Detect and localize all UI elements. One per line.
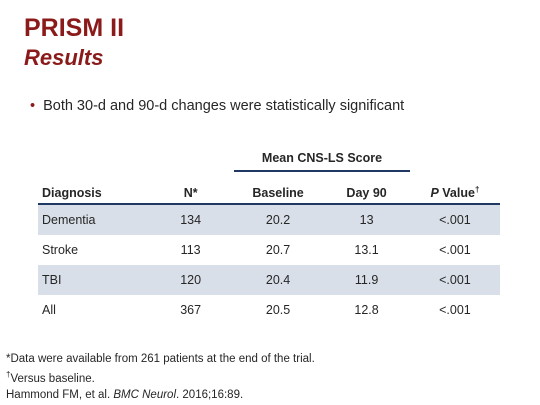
header-diagnosis: Diagnosis xyxy=(38,176,149,205)
header-p-value: P Value† xyxy=(409,176,500,205)
bullet-icon: • xyxy=(30,98,36,114)
footnote-data-availability: *Data were available from 261 patients a… xyxy=(6,353,315,365)
cell-n: 113 xyxy=(180,243,201,257)
header-p-mark: † xyxy=(474,184,480,194)
cell-diagnosis: Stroke xyxy=(42,243,79,257)
footnote-versus-baseline: †Versus baseline. xyxy=(6,367,315,387)
cell-p-value: <.001 xyxy=(409,265,500,295)
slide-title: PRISM II xyxy=(24,14,125,42)
header-day90: Day 90 xyxy=(323,176,410,205)
header-p-letter: P xyxy=(430,186,439,200)
bullet-text: Both 30-d and 90-d changes were statisti… xyxy=(43,98,405,114)
citation-year: . 2016;16:89. xyxy=(176,388,244,401)
header-p-rest: Value xyxy=(438,186,475,200)
cell-diagnosis: All xyxy=(42,303,56,317)
table-row: TBI 120 20.4 11.9 <.001 xyxy=(38,265,500,295)
cell-diagnosis: TBI xyxy=(38,265,149,295)
cell-day90: 12.8 xyxy=(354,303,379,317)
header-baseline: Baseline xyxy=(232,176,324,205)
citation-journal: BMC Neurol xyxy=(113,388,177,401)
table-group-header: Mean CNS-LS Score xyxy=(261,151,383,165)
footnote-citation: Hammond FM, et al. BMC Neurol. 2016;16:8… xyxy=(6,387,315,403)
slide-subtitle: Results xyxy=(24,45,104,70)
cell-baseline: 20.7 xyxy=(265,243,291,257)
cell-n: 367 xyxy=(180,303,202,317)
cell-diagnosis: Dementia xyxy=(38,204,149,235)
footnote-versus-text: Versus baseline. xyxy=(10,372,95,385)
cell-p-value: <.001 xyxy=(439,243,471,257)
header-n: N* xyxy=(148,176,233,205)
cell-baseline: 20.5 xyxy=(265,303,291,317)
cell-day90: 13.1 xyxy=(354,243,379,257)
cell-n: 134 xyxy=(148,204,233,235)
cell-p-value: <.001 xyxy=(409,204,500,235)
cell-baseline: 20.2 xyxy=(232,204,324,235)
footnotes: *Data were available from 261 patients a… xyxy=(6,351,315,403)
cell-day90: 11.9 xyxy=(323,265,410,295)
bullet-point: • Both 30-d and 90-d changes were statist… xyxy=(30,97,404,115)
citation-authors: Hammond FM, et al. xyxy=(6,388,114,401)
table-row: All 367 20.5 12.8 <.001 xyxy=(38,295,500,325)
cell-p-value: <.001 xyxy=(439,303,471,317)
cell-day90: 13 xyxy=(323,204,410,235)
table-row: Dementia 134 20.2 13 <.001 xyxy=(38,204,500,235)
table-header-row: Diagnosis N* Baseline Day 90 P Value† xyxy=(38,176,500,205)
cell-baseline: 20.4 xyxy=(232,265,324,295)
group-header-rule xyxy=(234,170,410,172)
cell-n: 120 xyxy=(148,265,233,295)
footnote-dagger: † xyxy=(6,370,11,379)
results-table: Diagnosis N* Baseline Day 90 P Value† De… xyxy=(38,176,500,325)
table-row: Stroke 113 20.7 13.1 <.001 xyxy=(38,235,500,265)
